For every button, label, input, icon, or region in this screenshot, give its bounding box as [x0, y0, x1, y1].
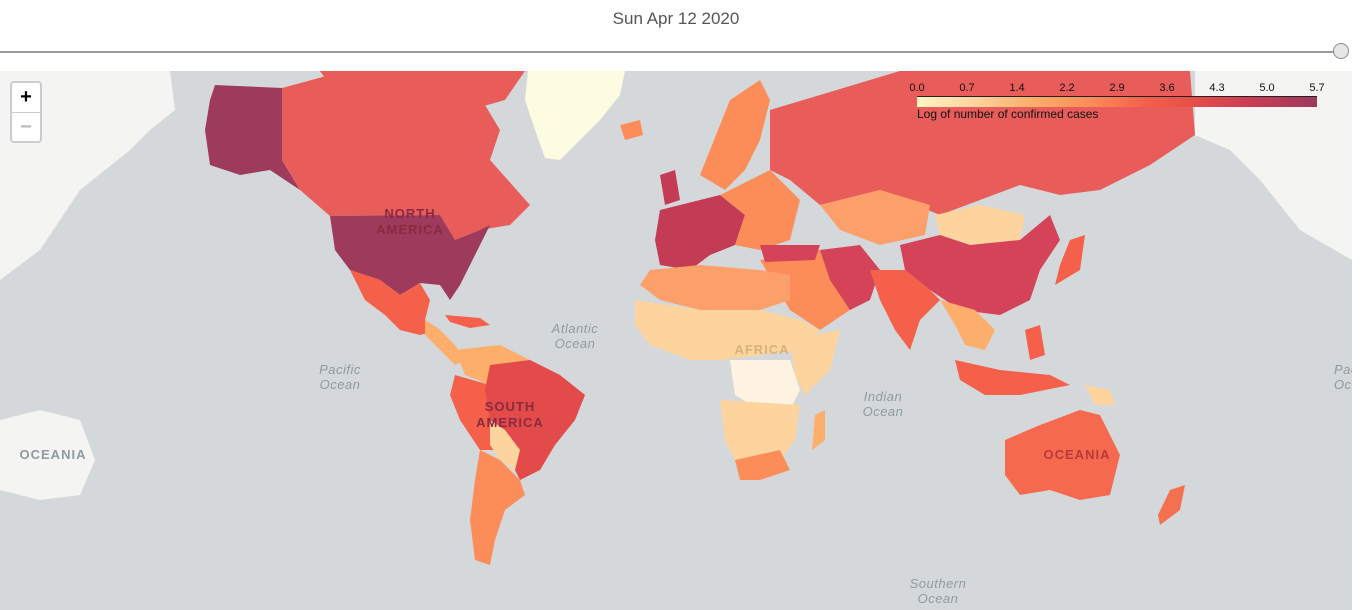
country-central-africa[interactable]	[730, 360, 800, 410]
continent-label-south-america: SOUTH AMERICA	[476, 399, 544, 430]
map-svg	[0, 71, 1352, 565]
country-india[interactable]	[870, 270, 940, 350]
legend-tick: 4.3	[1209, 82, 1225, 94]
ocean-label-atlantic: Atlantic Ocean	[551, 321, 599, 351]
zoom-control: + −	[10, 81, 42, 143]
country-madagascar[interactable]	[812, 410, 825, 450]
country-caribbean[interactable]	[445, 315, 490, 328]
country-alaska[interactable]	[205, 85, 300, 190]
country-kazakhstan[interactable]	[820, 190, 930, 245]
country-western-europe[interactable]	[655, 195, 745, 270]
continent-label-oceania-west: OCEANIA	[19, 447, 87, 462]
legend-tick: 2.2	[1059, 82, 1075, 94]
legend-tick: 5.7	[1309, 82, 1325, 94]
country-indonesia[interactable]	[955, 360, 1070, 395]
country-turkey[interactable]	[760, 245, 820, 262]
continent-label-north-america: NORTH AMERICA	[376, 206, 444, 237]
country-mongolia[interactable]	[935, 205, 1025, 245]
zoom-out-button[interactable]: −	[12, 112, 40, 142]
zoom-in-button[interactable]: +	[20, 86, 32, 108]
country-iran[interactable]	[820, 245, 880, 310]
legend-tick: 5.0	[1259, 82, 1275, 94]
country-north-africa[interactable]	[640, 265, 790, 310]
country-australia[interactable]	[1005, 410, 1120, 500]
continent-label-africa: AFRICA	[734, 342, 790, 357]
choropleth-map[interactable]: Atlantic Ocean Pacific Ocean Indian Ocea…	[0, 71, 1352, 610]
time-slider-handle[interactable]	[1333, 43, 1349, 59]
color-legend: 0.0 0.7 1.4 2.2 2.9 3.6 4.3 5.0 5.7 Log …	[909, 82, 1324, 122]
continent-label-oceania: OCEANIA	[1043, 447, 1111, 462]
country-argentina[interactable]	[470, 450, 525, 565]
country-bolivia[interactable]	[490, 420, 520, 470]
country-eastern-europe[interactable]	[720, 170, 800, 250]
country-uk[interactable]	[660, 170, 680, 205]
legend-title: Log of number of confirmed cases	[917, 107, 1099, 121]
country-east-africa[interactable]	[790, 330, 840, 395]
land-west-australia	[0, 410, 95, 500]
country-canada[interactable]	[282, 72, 530, 240]
country-new-zealand[interactable]	[1158, 485, 1185, 525]
legend-color-bar	[917, 96, 1317, 107]
ocean-label-southern: Southern Ocean	[909, 576, 967, 606]
legend-tick: 2.9	[1109, 82, 1125, 94]
legend-tick: 0.7	[959, 82, 975, 94]
country-iceland[interactable]	[620, 120, 643, 140]
time-slider-track[interactable]	[0, 51, 1342, 53]
country-scandinavia[interactable]	[700, 80, 770, 190]
country-south-africa[interactable]	[735, 450, 790, 480]
country-philippines[interactable]	[1025, 325, 1045, 360]
country-greenland[interactable]	[525, 71, 625, 160]
legend-tick: 3.6	[1159, 82, 1175, 94]
ocean-label-pacific-east: Pac Oce	[1334, 362, 1352, 392]
country-china[interactable]	[900, 215, 1060, 315]
country-west-africa[interactable]	[635, 300, 820, 360]
country-russia[interactable]	[770, 71, 1195, 215]
country-canada-islands[interactable]	[320, 71, 525, 110]
ocean-label-pacific: Pacific Ocean	[319, 362, 361, 392]
country-usa[interactable]	[330, 215, 490, 300]
legend-tick: 1.4	[1009, 82, 1025, 94]
land-west-arctic	[0, 71, 175, 280]
country-png[interactable]	[1085, 385, 1115, 405]
country-mexico[interactable]	[350, 270, 440, 335]
date-label: Sun Apr 12 2020	[612, 9, 740, 28]
land-east-arctic	[1195, 71, 1352, 260]
country-japan[interactable]	[1055, 235, 1085, 285]
ocean-label-indian: Indian Ocean	[862, 389, 904, 419]
legend-tick: 0.0	[909, 82, 925, 94]
country-central-america[interactable]	[425, 320, 465, 365]
country-se-asia[interactable]	[940, 300, 995, 350]
